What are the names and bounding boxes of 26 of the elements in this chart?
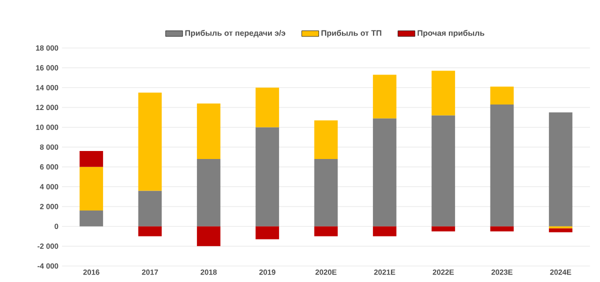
bar xyxy=(138,226,162,236)
bar xyxy=(256,226,280,240)
bar xyxy=(372,226,396,236)
bar xyxy=(138,190,162,226)
bar xyxy=(432,70,456,116)
bar xyxy=(138,92,162,191)
bar xyxy=(432,226,456,232)
bar xyxy=(490,86,514,104)
bar xyxy=(314,120,338,159)
bar xyxy=(314,158,338,226)
bar xyxy=(548,228,572,232)
bar xyxy=(314,226,338,236)
bar xyxy=(196,103,220,159)
bar xyxy=(372,118,396,226)
bar xyxy=(432,115,456,226)
bar xyxy=(196,226,220,246)
bar xyxy=(548,112,572,226)
bar xyxy=(80,210,104,226)
bar xyxy=(372,74,396,118)
bar xyxy=(490,226,514,232)
bar xyxy=(80,151,104,167)
bar xyxy=(256,127,280,226)
bar xyxy=(490,104,514,226)
bar xyxy=(256,88,280,128)
bar xyxy=(196,158,220,226)
bar xyxy=(80,166,104,211)
